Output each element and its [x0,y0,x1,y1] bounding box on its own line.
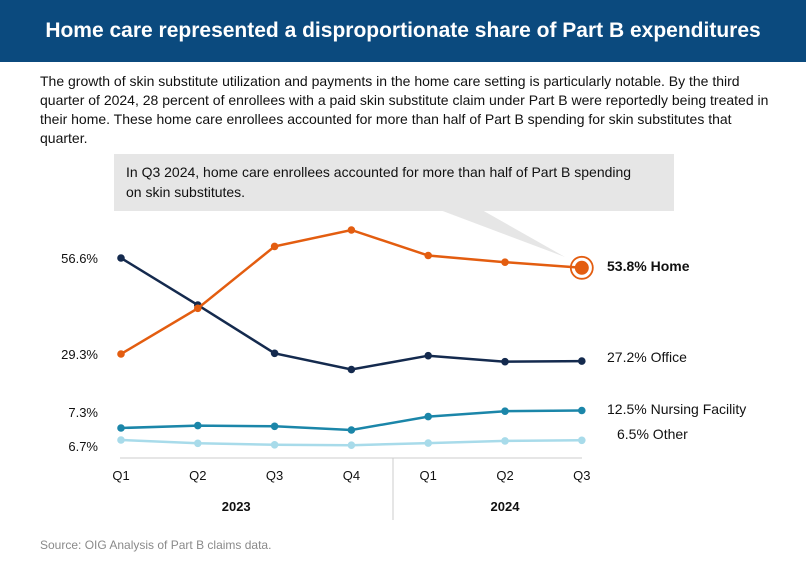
data-point-nursing [347,426,356,434]
source-note: Source: OIG Analysis of Part B claims da… [40,538,272,552]
callout-text-line2: on skin substitutes. [126,184,245,200]
data-point-nursing [270,422,279,431]
data-point-home [424,251,433,260]
data-point-nursing [578,406,586,415]
y-tick-label: 7.3% [68,405,98,420]
end-label-nursing: 12.5% Nursing Facility [607,401,746,417]
end-label-other: 6.5% Other [617,426,688,442]
callout-text-line1: In Q3 2024, home care enrollees accounte… [126,164,631,180]
x-tick-label: Q3 [573,468,590,483]
data-point-other [194,439,202,448]
callout: In Q3 2024, home care enrollees accounte… [114,154,674,257]
x-tick-label: Q1 [112,468,129,483]
data-point-home [270,242,279,251]
data-point-home [117,350,125,358]
data-point-home [347,226,356,234]
data-point-nursing [194,421,202,430]
data-point-other [347,441,356,450]
data-point-home [574,260,589,275]
data-point-nursing [501,407,509,416]
data-point-other [117,436,125,444]
year-label: 2023 [222,499,251,514]
data-point-home [194,304,202,313]
x-tick-label: Q1 [420,468,437,483]
series-end-labels: 53.8% Home 27.2% Office 12.5% Nursing Faci… [607,258,746,442]
x-tick-label: Q2 [496,468,513,483]
series-line-home [120,228,582,356]
data-point-other [424,439,433,447]
callout-pointer [440,210,565,257]
end-label-home: 53.8% Home [607,258,690,274]
y-tick-label: 56.6% [61,251,98,266]
data-point-other [270,441,279,449]
x-axis-labels: Q1 Q2 Q3 Q4 Q1 Q2 Q3 [112,468,590,483]
y-tick-label: 6.7% [68,439,98,454]
data-point-office [347,365,356,374]
y-tick-label: 29.3% [61,347,98,362]
x-tick-label: Q3 [266,468,283,483]
end-label-office: 27.2% Office [607,349,687,365]
intro-paragraph: The growth of skin substitute utilizatio… [40,73,769,146]
year-label: 2024 [491,499,521,514]
data-point-office [578,357,586,365]
data-point-office [424,351,433,360]
callout-box [114,154,674,211]
data-point-other [501,437,509,445]
line-chart: In Q3 2024, home care enrollees accounte… [61,154,746,520]
x-tick-label: Q4 [343,468,360,483]
y-axis-labels: 56.6% 29.3% 7.3% 6.7% [61,251,98,454]
year-labels: 2023 2024 [222,499,520,514]
data-point-office [501,357,509,366]
data-point-office [270,349,279,358]
data-point-other [578,436,586,445]
data-point-home [501,258,509,267]
data-point-office [117,254,125,262]
data-point-nursing [117,424,125,432]
x-tick-label: Q2 [189,468,206,483]
page-title: Home care represented a disproportionate… [45,19,761,42]
highlight-ring [569,255,594,280]
series-layer [117,226,594,450]
data-point-nursing [424,412,433,421]
header-banner: Home care represented a disproportionate… [0,0,806,62]
